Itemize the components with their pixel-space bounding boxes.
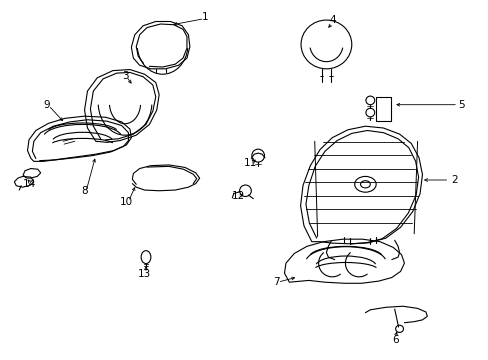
Text: 5: 5	[457, 100, 464, 110]
Text: 4: 4	[328, 15, 335, 26]
Text: 12: 12	[231, 191, 245, 201]
Text: 6: 6	[391, 334, 398, 345]
Text: 2: 2	[450, 175, 457, 185]
Text: 11: 11	[243, 158, 257, 168]
Text: 1: 1	[202, 12, 208, 22]
Text: 14: 14	[22, 179, 36, 189]
Text: 10: 10	[120, 197, 133, 207]
Text: 7: 7	[272, 277, 279, 287]
Text: 8: 8	[81, 186, 88, 197]
Text: 3: 3	[122, 71, 128, 81]
Text: 13: 13	[138, 269, 151, 279]
Text: 9: 9	[43, 100, 50, 110]
